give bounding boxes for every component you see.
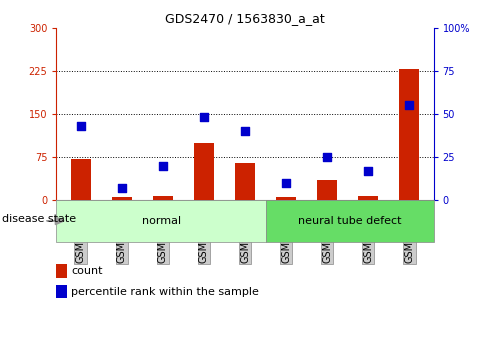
- Text: disease state: disease state: [2, 214, 76, 224]
- Bar: [399, 69, 419, 200]
- Bar: [153, 196, 173, 200]
- Point: [77, 123, 85, 129]
- Bar: [112, 197, 132, 200]
- Bar: [317, 180, 337, 200]
- Text: percentile rank within the sample: percentile rank within the sample: [71, 287, 259, 296]
- Text: normal: normal: [142, 216, 181, 226]
- Text: count: count: [71, 266, 102, 276]
- Bar: [71, 159, 91, 200]
- Point: [364, 168, 372, 174]
- Point: [405, 102, 413, 108]
- Text: neural tube defect: neural tube defect: [298, 216, 402, 226]
- Bar: [235, 163, 255, 200]
- Point: [282, 180, 290, 186]
- Point: [159, 163, 167, 168]
- Bar: [194, 142, 214, 200]
- Bar: [276, 197, 296, 200]
- Point: [323, 154, 331, 160]
- Point: [118, 185, 126, 191]
- Bar: [358, 196, 378, 200]
- Point: [200, 115, 208, 120]
- Title: GDS2470 / 1563830_a_at: GDS2470 / 1563830_a_at: [165, 12, 325, 25]
- Point: [241, 128, 249, 134]
